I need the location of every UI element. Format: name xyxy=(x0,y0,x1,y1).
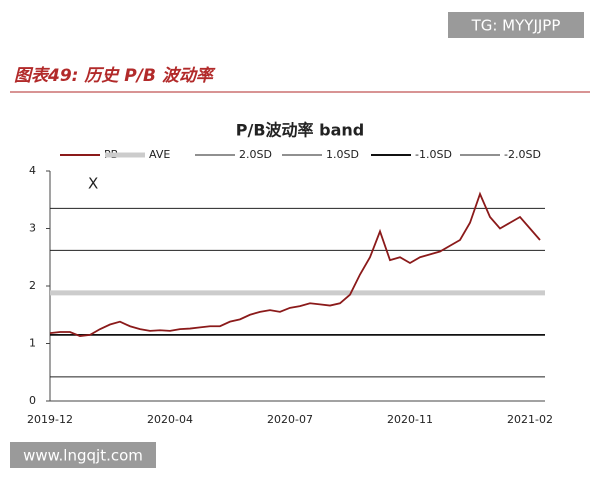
pb-line xyxy=(49,191,541,337)
x-tick-label: 2019-12 xyxy=(27,413,73,426)
y-tick-label: 3 xyxy=(29,222,36,235)
header-title: 图表49: 历史 P/B 波动率 xyxy=(14,66,216,86)
chart-title: P/B波动率 band xyxy=(236,121,364,140)
watermark-box xyxy=(448,12,584,38)
watermark-top: TG: MYYJJPP xyxy=(471,17,561,35)
x-tick-label: 2020-11 xyxy=(387,413,433,426)
legend-label: -1.0SD xyxy=(415,148,452,161)
watermark-box xyxy=(10,442,156,468)
x-tick-label: 2021-02 xyxy=(507,413,553,426)
legend-label: AVE xyxy=(149,148,170,161)
y-tick-label: 4 xyxy=(29,164,36,177)
watermark-bottom: www.lngqjt.com xyxy=(23,447,143,465)
annotation: X xyxy=(88,175,98,193)
legend-label: 1.0SD xyxy=(326,148,359,161)
y-tick-label: 2 xyxy=(29,279,36,292)
y-tick-label: 0 xyxy=(29,394,36,407)
x-tick-label: 2020-07 xyxy=(267,413,313,426)
legend-label: -2.0SD xyxy=(504,148,541,161)
y-tick-label: 1 xyxy=(29,337,36,350)
legend-label: 2.0SD xyxy=(239,148,272,161)
x-tick-label: 2020-04 xyxy=(147,413,193,426)
